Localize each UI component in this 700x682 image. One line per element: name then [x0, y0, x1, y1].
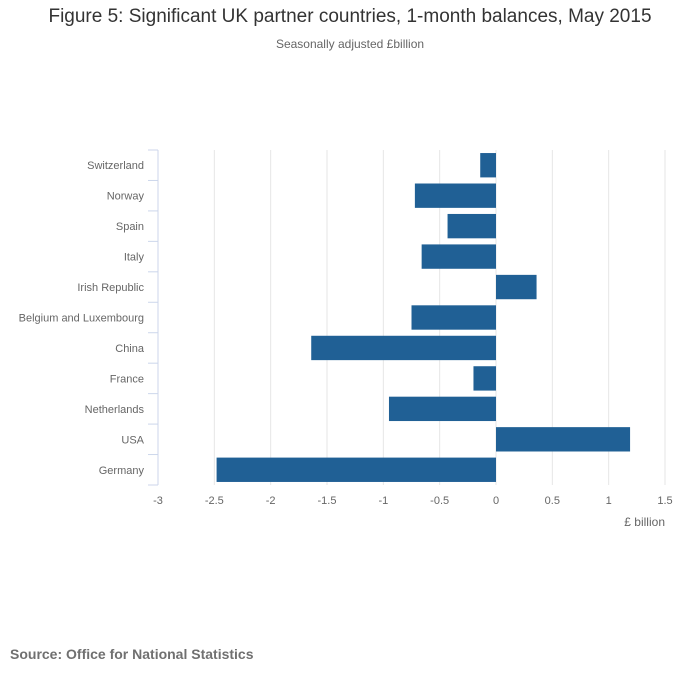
source-note: Source: Office for National Statistics [10, 646, 254, 662]
x-tick-label: -3 [153, 495, 163, 507]
y-axis: Switzerland Norway Spain Italy Irish Republi… [19, 149, 159, 486]
category-label: Italy [124, 252, 145, 264]
category-label: China [115, 343, 145, 355]
category-label: Belgium and Luxembourg [19, 313, 144, 325]
bar [421, 244, 496, 269]
bar [311, 335, 496, 361]
bars [216, 153, 631, 482]
bar [216, 457, 496, 482]
x-tick-label: -0.5 [430, 495, 449, 507]
x-tick-label: 0.5 [545, 495, 560, 507]
bar [414, 183, 496, 208]
bar [411, 305, 496, 330]
bar [496, 427, 631, 452]
category-label: Switzerland [87, 160, 144, 172]
bar [473, 366, 496, 391]
x-tick-label: -2 [266, 495, 276, 507]
chart-title: Figure 5: Significant UK partner countri… [48, 6, 652, 27]
chart-subtitle: Seasonally adjusted £billion [275, 37, 425, 51]
category-label: Netherlands [85, 404, 145, 416]
category-label: Norway [107, 191, 145, 203]
bar [447, 213, 496, 239]
category-label: Germany [99, 465, 145, 477]
x-tick-label: 0 [493, 495, 499, 507]
x-axis-title: £ billion [624, 515, 665, 529]
bar [388, 396, 496, 422]
x-tick-label: -1.5 [318, 495, 337, 507]
bar-chart: Switzerland Norway Spain Italy Irish Republi… [19, 149, 673, 529]
category-label: USA [121, 434, 144, 446]
x-tick-label: -1 [378, 495, 388, 507]
bar [496, 274, 537, 300]
x-tick-label: 1.5 [657, 495, 672, 507]
category-label: Irish Republic [77, 282, 144, 294]
category-label: Spain [116, 221, 144, 233]
x-axis: -3 -2.5 -2 -1.5 -1 -0.5 0 0.5 1 1.5 [153, 495, 673, 507]
x-tick-label: 1 [606, 495, 612, 507]
bar [480, 153, 496, 178]
x-tick-label: -2.5 [205, 495, 224, 507]
category-label: France [110, 373, 144, 385]
